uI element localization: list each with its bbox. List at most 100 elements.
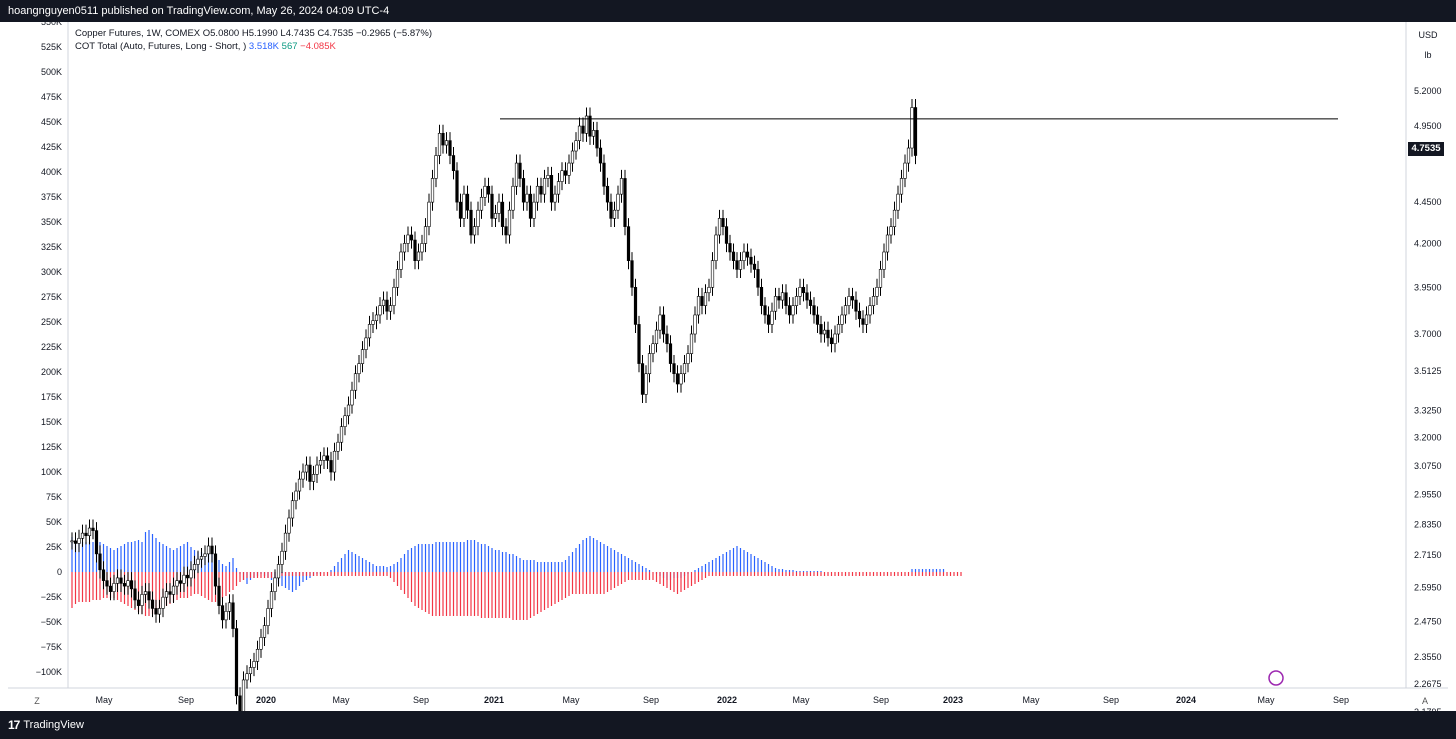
candle-body bbox=[899, 178, 904, 195]
tradingview-mark-icon: 17 bbox=[8, 718, 20, 732]
publish-header: hoangnguyen0511 published on TradingView… bbox=[0, 0, 1456, 22]
legend-cot-short: −4.085K bbox=[300, 41, 336, 52]
candle-body bbox=[199, 556, 204, 560]
candle-body bbox=[791, 305, 795, 316]
candle-body bbox=[126, 580, 130, 587]
candle-body bbox=[399, 251, 403, 270]
tradingview-logo[interactable]: 17 TradingView bbox=[8, 718, 84, 732]
candle-body bbox=[402, 243, 407, 253]
left-axis-tick: 325K bbox=[41, 242, 62, 252]
candle-body bbox=[591, 130, 596, 137]
candle-body bbox=[738, 260, 743, 270]
candle-body bbox=[238, 695, 242, 711]
candle-body bbox=[875, 286, 879, 297]
candle-body bbox=[94, 530, 99, 555]
candle-body bbox=[868, 305, 872, 316]
legend-cot-net: 567 bbox=[281, 41, 298, 52]
zoom-button[interactable]: Z bbox=[34, 696, 40, 706]
candle-body bbox=[252, 661, 256, 668]
candle-body bbox=[339, 426, 344, 443]
candle-body bbox=[140, 594, 144, 606]
candle-body bbox=[84, 532, 88, 537]
candle-body bbox=[157, 608, 162, 615]
time-axis-tick: Sep bbox=[178, 695, 194, 705]
candle-body bbox=[203, 553, 207, 557]
candle-body bbox=[301, 471, 305, 480]
candle-body bbox=[304, 464, 309, 473]
candle-body bbox=[469, 209, 473, 236]
right-axis-tick: 2.5950 bbox=[1414, 582, 1442, 592]
chart-frame[interactable]: 550K 525K 500K 475K 450K 425K 400K 375K 350K 325K… bbox=[8, 22, 1448, 711]
candle-body bbox=[70, 540, 74, 543]
candle-body bbox=[77, 537, 81, 544]
candle-body bbox=[556, 181, 561, 195]
candle-body bbox=[567, 162, 571, 176]
candle-body bbox=[605, 185, 610, 203]
candle-body bbox=[164, 591, 169, 598]
candle-body bbox=[119, 577, 123, 584]
candle-body bbox=[794, 296, 799, 306]
right-axis-tick: 2.2675 bbox=[1414, 679, 1442, 689]
candle-body bbox=[178, 580, 183, 584]
unit-label[interactable]: lb bbox=[1424, 50, 1432, 60]
candle-body bbox=[507, 209, 512, 236]
candle-body bbox=[798, 286, 802, 297]
right-axis-tick: 4.9500 bbox=[1414, 121, 1442, 131]
candle-body bbox=[511, 185, 515, 211]
candle-body bbox=[343, 415, 347, 427]
candle-body bbox=[651, 343, 655, 354]
candle-body bbox=[210, 545, 214, 555]
candle-body bbox=[185, 574, 190, 579]
time-axis-tick: Sep bbox=[413, 695, 429, 705]
candle-body bbox=[427, 201, 431, 227]
candle-body bbox=[101, 569, 106, 581]
left-axis-tick: 175K bbox=[41, 392, 62, 402]
candle-body bbox=[234, 628, 239, 697]
candle-body bbox=[133, 588, 137, 601]
candle-body bbox=[644, 373, 648, 395]
left-axis-tick: 300K bbox=[41, 267, 62, 277]
candle-body bbox=[409, 234, 414, 241]
auto-scale-button[interactable]: A bbox=[1421, 696, 1428, 706]
currency-label[interactable]: USD bbox=[1418, 30, 1438, 40]
candle-body bbox=[497, 201, 501, 214]
legend-line-price: Copper Futures, 1W, COMEX O5.0800 H5.199… bbox=[75, 28, 432, 39]
candle-body bbox=[843, 305, 848, 316]
candle-body bbox=[112, 583, 116, 592]
candle-body bbox=[885, 234, 890, 253]
time-axis-tick: 2020 bbox=[256, 695, 276, 705]
candle-body bbox=[689, 333, 694, 354]
candle-body bbox=[196, 558, 200, 565]
candle-body bbox=[672, 363, 676, 375]
candle-body bbox=[514, 162, 519, 187]
candle-body bbox=[609, 201, 613, 219]
candle-body bbox=[455, 170, 459, 203]
left-axis-tick: 375K bbox=[41, 192, 62, 202]
left-axis-tick: 225K bbox=[41, 342, 62, 352]
candle-body bbox=[367, 324, 372, 339]
candle-body bbox=[619, 178, 624, 195]
right-axis-tick: 4.2000 bbox=[1414, 238, 1442, 248]
candle-body bbox=[357, 363, 361, 375]
candle-body bbox=[549, 175, 554, 203]
left-axis-tick: 75K bbox=[46, 492, 62, 502]
candle-body bbox=[255, 648, 260, 662]
candle-body bbox=[504, 226, 508, 236]
candle-body bbox=[745, 251, 750, 258]
left-axis-tick: 200K bbox=[41, 367, 62, 377]
candle-body bbox=[742, 251, 746, 261]
candle-body bbox=[441, 132, 445, 146]
candle-body bbox=[115, 577, 120, 584]
candle-body bbox=[542, 178, 547, 195]
chart-canvas[interactable]: 550K 525K 500K 475K 450K 425K 400K 375K 350K 325K… bbox=[8, 22, 1448, 711]
candle-body bbox=[322, 455, 326, 461]
candle-body bbox=[598, 147, 603, 164]
candle-body bbox=[521, 178, 526, 203]
candle-body bbox=[224, 610, 228, 621]
candle-body bbox=[854, 299, 858, 312]
candle-body bbox=[574, 140, 578, 152]
right-axis-tick: 3.2000 bbox=[1414, 433, 1442, 443]
candle-body bbox=[829, 337, 834, 345]
candle-body bbox=[665, 333, 669, 345]
legend-price-text: Copper Futures, 1W, COMEX O5.0800 H5.199… bbox=[75, 28, 432, 39]
